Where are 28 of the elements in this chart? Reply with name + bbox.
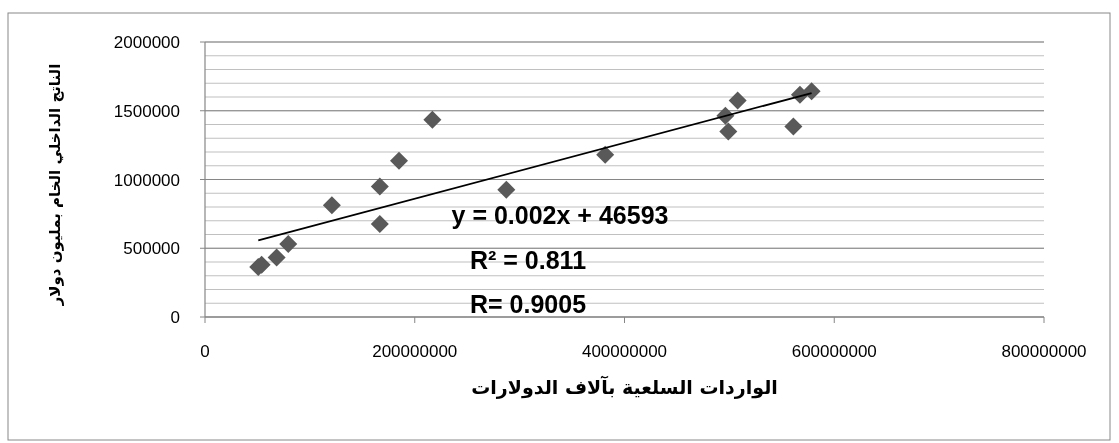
y-tick-label: 0: [170, 308, 180, 327]
point: [423, 110, 442, 129]
x-axis-title: الواردات السلعية بآلاف الدولارات: [471, 375, 778, 399]
x-tick-label: 400000000: [581, 342, 668, 361]
x-tick-label: 200000000: [372, 342, 458, 361]
point: [267, 248, 286, 267]
annotation: R= 0.9005: [470, 290, 587, 318]
point: [802, 82, 821, 101]
point: [390, 151, 409, 170]
y-tick-label: 1000000: [113, 170, 180, 190]
point: [497, 180, 516, 199]
point: [728, 91, 747, 110]
x-tick-label: 800000000: [1001, 342, 1087, 361]
point: [322, 196, 341, 215]
point: [370, 215, 389, 234]
x-tick-label: 0: [200, 342, 210, 361]
x-tick-label: 600000000: [791, 342, 877, 361]
point: [719, 122, 738, 141]
point: [596, 145, 615, 164]
y-tick-label: 2000000: [113, 33, 180, 52]
point: [784, 117, 803, 136]
y-axis-title: الناتج الداخلي الخام بمليون دولار: [46, 63, 64, 307]
annotation: R² = 0.811: [470, 246, 587, 274]
annotation: y = 0.002x + 46593: [451, 201, 669, 229]
point: [279, 234, 298, 253]
y-tick-label: 1500000: [113, 101, 180, 121]
point: [370, 177, 389, 196]
y-tick-label: 500000: [123, 239, 180, 259]
